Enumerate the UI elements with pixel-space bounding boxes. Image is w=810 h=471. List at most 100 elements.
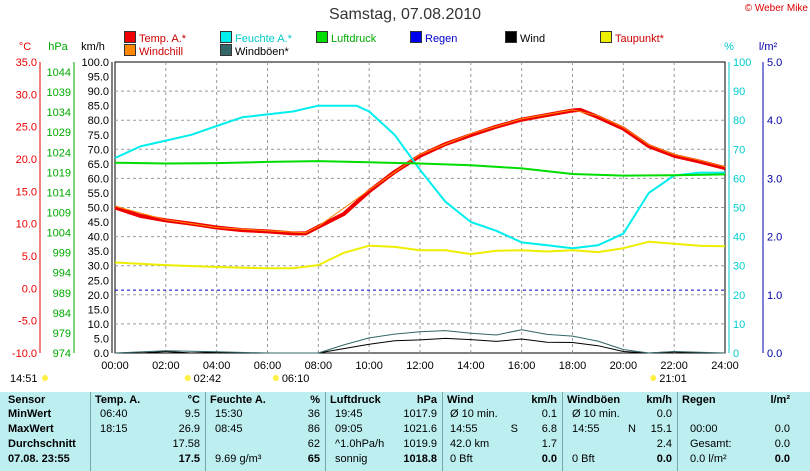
legend-swatch [505,31,517,43]
row-label: 07.08. 23:55 [8,453,70,465]
tick-label-humidity: 100 [733,57,751,69]
pressure-value: 1021.6 [403,423,437,435]
rain-time: Gesamt: [690,438,732,450]
tick-label-pressure: 979 [53,328,71,340]
series-line-windchill [114,109,726,234]
table-divider [325,392,326,471]
table-header-rain: Regen [682,394,716,406]
grid-lines: 00:00 02:00 04:00 06:00 08:00 10:00 12:00 14:00… [101,61,739,372]
time-marker-dot [42,375,48,381]
row-label: MinWert [8,408,52,420]
legend-swatch [410,31,422,43]
series-line-luftdruck [114,160,726,177]
table-header-temp: Temp. A. [95,394,141,406]
tick-label-pressure: 1029 [47,127,71,139]
tick-label-wind: 60.0 [88,173,109,185]
wind-time: 14:55 [450,423,478,435]
legend-item: Luftdruck [316,31,376,45]
legend-item: Wind [505,31,545,45]
axis-unit-humidity: % [724,41,734,53]
tick-label-temp: 20.0 [16,154,37,166]
legend-label: Windchill [139,46,184,58]
tick-label-wind: 90.0 [88,86,109,98]
tick-label-humidity: 0 [733,348,739,360]
temp-time: 18:15 [100,423,128,435]
table-divider [562,392,563,471]
tick-label-pressure: 1004 [47,228,71,240]
gust-value: 15.1 [650,423,672,435]
rain-time: 00:00 [690,423,718,435]
x-tick-label: 24:00 [711,360,739,372]
row-label: MaxWert [8,423,54,435]
tick-label-humidity: 10 [733,319,745,331]
tick-label-humidity: 80 [733,115,745,127]
table-divider [677,392,678,471]
legend-label: Temp. A.* [139,33,187,45]
time-marker-dot [650,375,657,381]
tick-label-pressure: 1024 [47,147,71,159]
wind-direction: S [510,423,518,435]
tick-label-temp: 5.0 [22,251,37,263]
legend-label: Regen [425,33,458,45]
tick-label-pressure: 974 [53,348,71,360]
gust-value: 2.4 [656,438,672,450]
humidity-value: 65 [307,453,320,465]
tick-label-pressure: 999 [53,248,71,260]
table-header-gust-unit: km/h [646,394,672,406]
stats-table: Sensor Temp. A. °C Feuchte A. % Luftdruc… [0,392,810,471]
axes: 35.0 30.0 25.0 20.0 15.0 10.0 5.0 0.0 -5.0 -10.0 °… [12,41,782,360]
rain-value: 0.0 [774,423,790,435]
tick-label-temp: 10.0 [16,219,37,231]
legend-item: Windböen* [220,44,289,58]
temp-time: 06:40 [100,408,128,420]
humidity-time: 15:30 [215,408,243,420]
axis-unit-wind: km/h [81,41,105,53]
legend-swatch [124,44,136,56]
tick-label-wind: 85.0 [88,101,109,113]
tick-label-pressure: 989 [53,288,71,300]
wind-time: 42.0 km [450,438,490,450]
wind-value: 0.0 [541,453,557,465]
tick-label-rain: 4.0 [767,115,782,127]
legend-swatch [600,31,612,43]
tick-label-pressure: 1039 [47,87,71,99]
pressure-time: sonnig [335,453,368,465]
time-marker-label: 02:42 [194,373,222,385]
gust-time: 14:55 [572,423,600,435]
rain-value: 0.0 [774,438,790,450]
tick-label-humidity: 90 [733,86,745,98]
rain-value: 0.0 [774,453,790,465]
gust-direction: N [628,423,636,435]
wind-value: 0.1 [541,408,557,420]
x-tick-label: 12:00 [406,360,434,372]
tick-label-wind: 5.0 [94,333,109,345]
legend-label: Taupunkt* [615,33,664,45]
tick-label-temp: -5.0 [18,316,37,328]
tick-label-wind: 10.0 [88,319,109,331]
legend-swatch [124,31,136,43]
x-tick-label: 00:00 [101,360,129,372]
tick-label-wind: 50.0 [88,203,109,215]
tick-label-temp: 35.0 [16,57,37,69]
table-header-humidity-unit: % [310,394,320,406]
tick-label-rain: 0.0 [767,348,782,360]
temp-value: 17.5 [178,453,200,465]
x-tick-label: 10:00 [355,360,383,372]
tick-label-rain: 1.0 [767,290,782,302]
x-tick-label: 04:00 [203,360,231,372]
tick-label-wind: 15.0 [88,304,109,316]
tick-label-wind: 35.0 [88,246,109,258]
humidity-value: 62 [307,438,320,450]
humidity-time: 9.69 g/m³ [215,453,262,465]
legend-item: Feuchte A.* [220,31,292,45]
chart-title: Samstag, 07.08.2010 [328,6,482,23]
pressure-time: 09:05 [335,423,363,435]
x-tick-label: 06:00 [254,360,282,372]
x-tick-label: 22:00 [660,360,688,372]
temp-value: 9.5 [184,408,200,420]
humidity-value: 36 [307,408,320,420]
pressure-time: ^1.0hPa/h [335,438,385,450]
table-header-wind-unit: km/h [531,394,557,406]
legend-swatch [220,44,232,56]
wind-time: 0 Bft [450,453,473,465]
